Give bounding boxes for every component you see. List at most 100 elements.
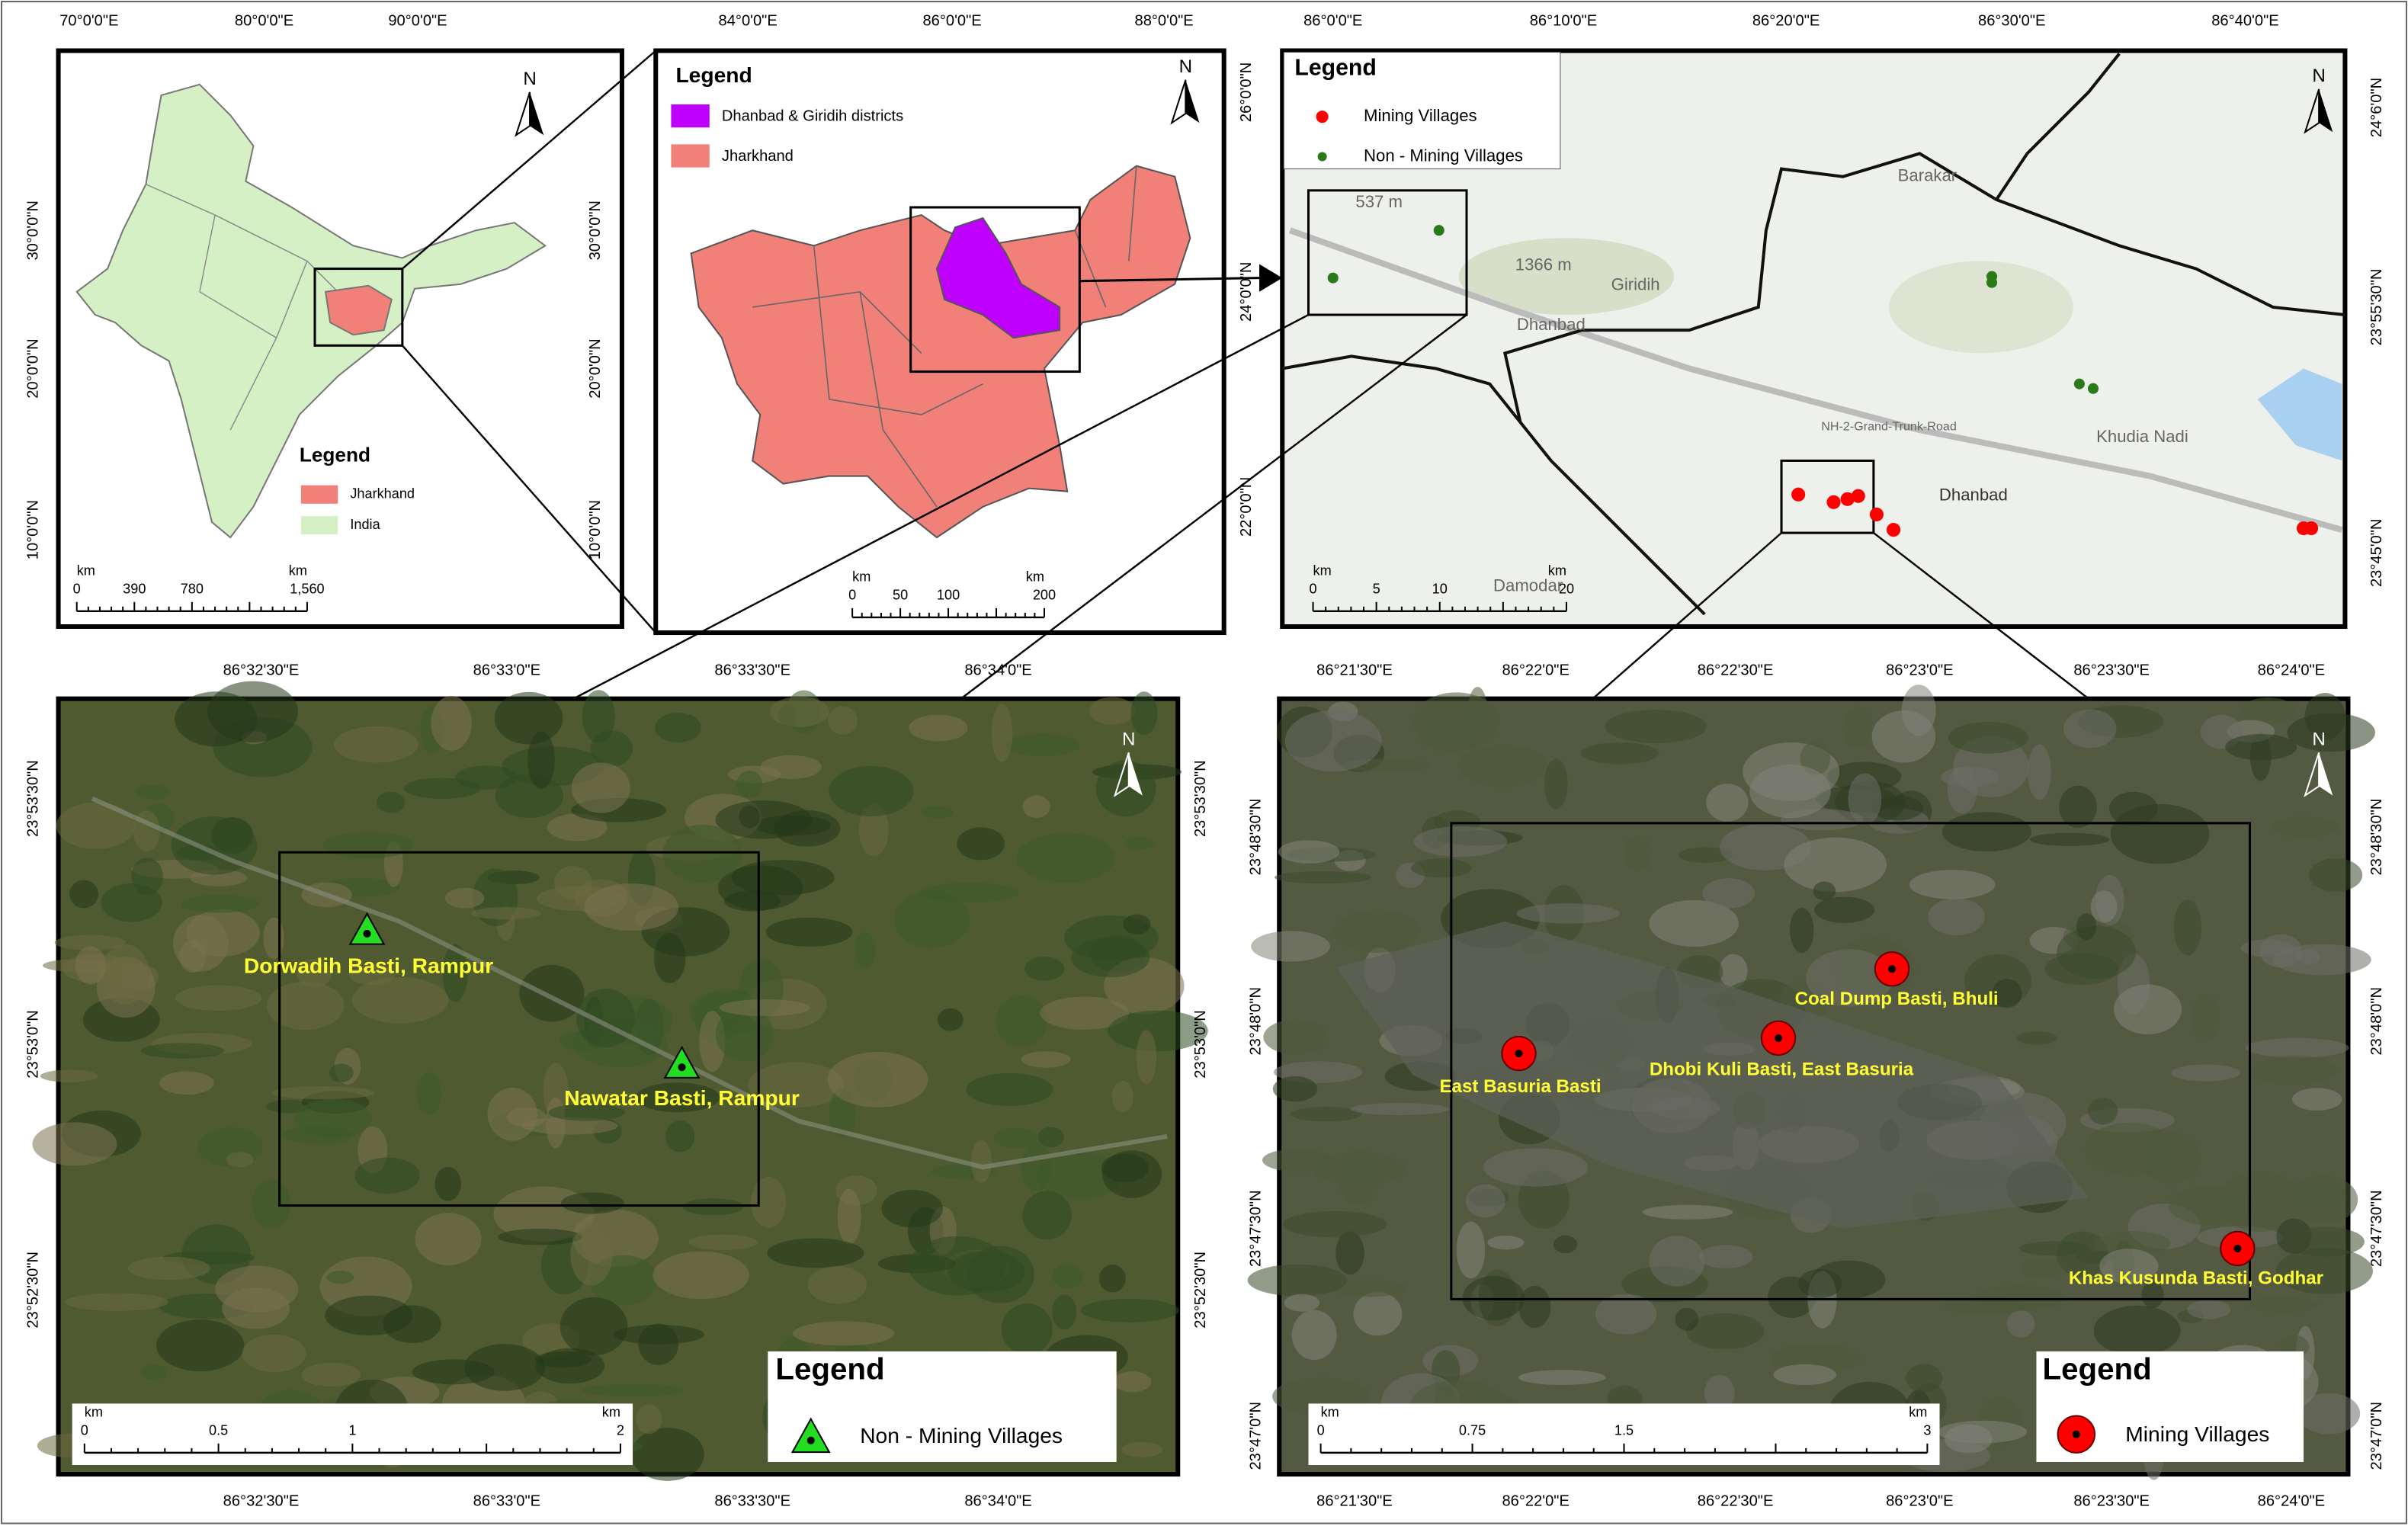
scale-unit: km <box>602 1404 620 1419</box>
terrain-patch <box>1334 909 1421 954</box>
mining-village <box>1887 523 1901 537</box>
terrain-patch <box>1111 1081 1133 1113</box>
terrain-patch <box>635 1082 720 1113</box>
terrain-patch <box>2057 925 2136 979</box>
terrain-patch <box>1052 1294 1077 1330</box>
terrain-patch <box>487 1087 538 1141</box>
terrain-patch <box>1457 744 1548 787</box>
mining-village <box>1840 492 1855 506</box>
terrain-patch <box>40 1069 98 1082</box>
mining-village <box>2304 521 2319 536</box>
terrain-patch <box>1004 733 1081 757</box>
scale-label: 0 <box>848 588 856 603</box>
latitude-label: 23°48'0"N <box>1247 987 1264 1056</box>
basuria-inset-box <box>1450 822 2252 1300</box>
terrain-patch <box>252 1180 290 1229</box>
terrain-patch <box>1487 1236 1525 1250</box>
terrain-patch <box>688 1234 758 1251</box>
terrain-patch <box>159 1071 214 1095</box>
terrain-patch <box>75 946 107 985</box>
terrain-patch <box>1022 1191 1072 1240</box>
north-arrow <box>515 91 531 137</box>
terrain-patch <box>829 765 914 817</box>
village-label: Dorwadih Basti, Rampur <box>244 954 493 978</box>
terrain-patch <box>2110 803 2210 864</box>
terrain-patch <box>662 824 742 883</box>
scale-label: 100 <box>937 588 960 603</box>
terrain-patch <box>156 1319 245 1372</box>
terrain-patch <box>2249 1055 2337 1086</box>
terrain-patch <box>1262 1149 1332 1172</box>
scale-box <box>1308 1403 1940 1466</box>
terrain-patch <box>471 907 541 920</box>
latitude-label: 30°0'0"N <box>587 200 604 260</box>
terrain-patch <box>767 1238 864 1268</box>
latitude-label: 23°47'0"N <box>1247 1402 1264 1470</box>
arrow-line <box>1079 277 1260 283</box>
terrain-patch <box>54 935 127 951</box>
terrain-patch <box>665 1120 695 1153</box>
north-arrow <box>1170 79 1187 125</box>
north-arrow <box>2304 88 2320 134</box>
terrain-patch <box>921 806 954 819</box>
terrain-patch <box>1024 956 1065 981</box>
rampur-inset-box <box>278 851 760 1207</box>
terrain-patch <box>2029 832 2110 846</box>
scale-label: 1 <box>348 1422 356 1438</box>
longitude-label: 86°0'0"E <box>1303 13 1362 30</box>
arrow-head <box>1259 264 1283 292</box>
north-label: N <box>2312 66 2325 86</box>
terrain-patch <box>534 1351 592 1368</box>
legend-item: Non - Mining Villages <box>860 1423 1063 1447</box>
terrain-patch <box>2088 1098 2118 1125</box>
terrain-patch <box>1798 1268 1842 1298</box>
terrain-patch <box>1022 795 1050 819</box>
legend-title: Legend <box>675 63 752 87</box>
mine-area <box>1335 921 2089 1229</box>
terrain-patch <box>1337 1150 1380 1206</box>
terrain-patch <box>1516 903 1620 924</box>
terrain-patch <box>354 1157 420 1194</box>
latitude-label: 23°48'30"N <box>1247 799 1264 876</box>
terrain-patch <box>141 1364 167 1380</box>
rampur-inset-box <box>1307 189 1468 316</box>
terrain-patch <box>1412 692 1500 752</box>
terrain-patch <box>807 1266 867 1304</box>
terrain-patch <box>2059 785 2097 829</box>
terrain-patch <box>2028 744 2051 800</box>
terrain-patch <box>297 958 332 988</box>
terrain-patch <box>2168 1186 2254 1226</box>
latitude-label: 23°48'30"N <box>2368 799 2385 876</box>
village-marker <box>663 1045 701 1079</box>
terrain-patch <box>403 777 482 799</box>
latitude-label: 23°55'30"N <box>2368 269 2385 346</box>
latitude-label: 20°0'0"N <box>25 338 42 398</box>
terrain-patch <box>1130 691 1158 736</box>
terrain-patch <box>1806 949 1893 1007</box>
legend-symbol <box>1316 111 1329 123</box>
terrain-patch <box>1928 898 1985 936</box>
non-mining-village <box>2087 383 2099 394</box>
terrain-patch <box>584 883 679 931</box>
latitude-label: 20°0'0"N <box>587 338 604 398</box>
place-label: Khudia Nadi <box>2096 427 2188 446</box>
longitude-label: 86°21'30"E <box>1316 1493 1393 1510</box>
terrain-patch <box>582 690 615 743</box>
terrain-patch <box>1413 826 1508 858</box>
terrain-patch <box>1790 908 1814 954</box>
scale-box <box>72 1403 633 1466</box>
terrain-patch <box>1784 837 1887 893</box>
terrain-patch <box>69 880 98 909</box>
place-label: Giridih <box>1611 275 1660 294</box>
non-mining-village <box>1986 277 1998 288</box>
terrain-patch <box>2297 949 2320 965</box>
terrain-patch <box>1544 758 1568 809</box>
latitude-label: 23°53'30"N <box>1192 760 1209 837</box>
terrain-patch <box>271 1086 375 1100</box>
terrain-patch <box>1080 1298 1179 1322</box>
north-arrow <box>2319 88 2333 133</box>
terrain-patch <box>442 944 468 1002</box>
latitude-label: 23°53'30"N <box>25 760 42 837</box>
scale-label: 1.5 <box>1614 1422 1634 1438</box>
